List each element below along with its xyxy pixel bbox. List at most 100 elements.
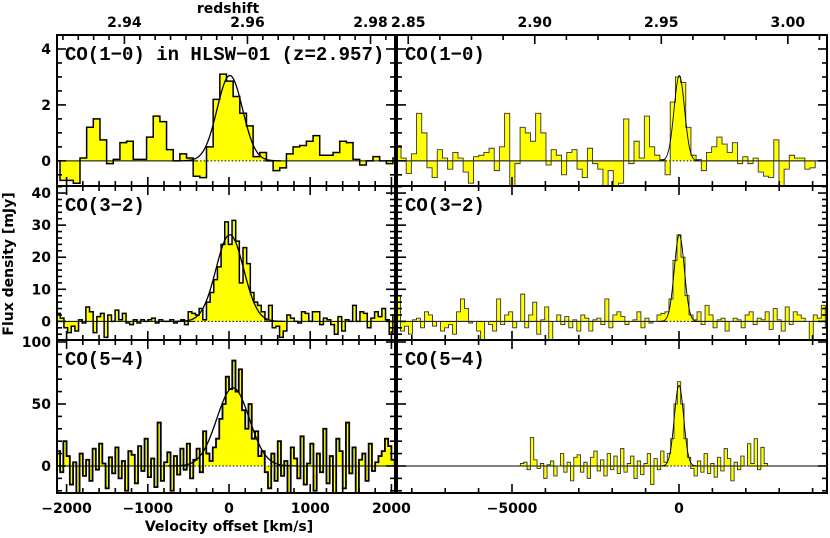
histogram-bin	[440, 321, 445, 332]
histogram-bin	[305, 313, 310, 322]
histogram-bin	[173, 321, 178, 323]
histogram-bin	[336, 438, 340, 466]
y-tick-label: 4	[41, 42, 51, 58]
histogram-bin	[624, 321, 630, 325]
histogram-bin	[313, 465, 318, 491]
histogram-bin	[199, 465, 204, 473]
histogram-bin	[206, 302, 211, 322]
histogram-bin	[105, 465, 110, 489]
histogram-bin	[757, 318, 762, 322]
histogram-bin	[374, 311, 379, 322]
histogram-bin	[290, 447, 295, 466]
redshift-tick-label: 2.94	[107, 15, 142, 31]
panel-title: CO(5−4)	[65, 349, 145, 371]
histogram-bin	[568, 321, 574, 328]
histogram-bin	[195, 314, 200, 322]
histogram-bin	[199, 308, 204, 322]
histogram-bin	[277, 441, 282, 466]
histogram-bin	[765, 311, 770, 322]
x-tick-label: −5000	[487, 501, 538, 517]
histogram-bin	[654, 155, 661, 161]
histogram-bin	[604, 298, 610, 322]
histogram-bin	[385, 319, 390, 322]
histogram-bin	[528, 314, 534, 322]
histogram-bin	[224, 221, 229, 322]
histogram-bin	[319, 465, 324, 473]
histogram-bin	[119, 142, 127, 161]
histogram-bin	[239, 113, 247, 161]
histogram-bin	[737, 160, 744, 164]
histogram-bin	[147, 319, 152, 322]
histogram-bin	[532, 302, 538, 322]
histogram-bin	[229, 389, 233, 466]
histogram-bin	[600, 321, 606, 325]
histogram-bin	[761, 319, 766, 322]
panel: −5000 0 CO(5−4)	[396, 339, 828, 517]
histogram-bin	[226, 81, 234, 161]
histogram-bin	[694, 465, 698, 476]
histogram-bin	[362, 453, 366, 466]
histogram-bin	[79, 158, 87, 161]
histogram-bin	[209, 461, 214, 466]
histogram-bin	[184, 321, 189, 325]
panel: 0 50 100 −2000 −1000 0 1000 2000 CO(5−4)	[22, 335, 411, 517]
x-axis-title: Velocity offset [km/s]	[145, 519, 313, 535]
plot-area	[397, 75, 827, 186]
histogram-bin	[243, 247, 247, 322]
histogram-bin	[544, 306, 550, 322]
histogram-bin	[613, 160, 619, 186]
histogram-bin	[173, 456, 178, 466]
y-axis-title: Flux density [mJy]	[1, 192, 17, 335]
histogram-bin	[632, 319, 638, 322]
histogram-bin	[593, 451, 598, 466]
histogram-bin	[213, 279, 218, 322]
gaussian-fit-line	[168, 387, 299, 467]
histogram-bin	[747, 160, 754, 164]
histogram-bin	[817, 318, 822, 322]
histogram-bin	[548, 321, 554, 340]
histogram-bin	[535, 113, 542, 161]
x-tick-label: 2000	[372, 501, 411, 517]
histogram-bin	[303, 465, 308, 485]
histogram-bin	[118, 465, 123, 479]
histogram-bin	[567, 462, 571, 466]
y-tick-label: 2	[41, 98, 51, 114]
histogram-bin	[112, 465, 116, 474]
histogram-bin	[412, 319, 417, 322]
histogram-bin	[721, 318, 726, 322]
histogram-bin	[406, 160, 412, 174]
histogram-bin	[126, 141, 134, 161]
histogram-bin	[553, 465, 558, 476]
histogram-bin	[388, 446, 392, 466]
histogram-bin	[267, 465, 272, 489]
panel-title: CO(5−4)	[405, 349, 485, 371]
histogram-bin	[452, 321, 457, 335]
histogram-bin	[232, 220, 237, 322]
histogram-bin	[232, 360, 236, 466]
histogram-bin	[258, 456, 262, 466]
histogram-bin	[478, 155, 485, 161]
histogram-bin	[115, 310, 120, 322]
histogram-bin	[217, 266, 222, 322]
histogram-bin	[757, 465, 762, 470]
histogram-bin	[151, 318, 156, 322]
histogram-bin	[571, 149, 578, 161]
histogram-bin	[365, 465, 369, 481]
histogram-bin	[169, 319, 174, 322]
histogram-bin	[492, 321, 497, 332]
histogram-bin	[323, 428, 327, 466]
histogram-bin	[707, 465, 712, 474]
histogram-bin	[551, 149, 557, 161]
histogram-bin	[768, 160, 775, 178]
histogram-bin	[537, 465, 541, 469]
histogram-bin	[144, 438, 149, 466]
histogram-bin	[235, 241, 240, 322]
histogram-bin	[463, 160, 469, 173]
histogram-bin	[705, 305, 710, 322]
histogram-bin	[525, 132, 531, 161]
histogram-bin	[57, 451, 61, 466]
histogram-bin	[355, 465, 360, 493]
histogram-bin	[115, 447, 119, 466]
histogram-bin	[272, 321, 277, 328]
